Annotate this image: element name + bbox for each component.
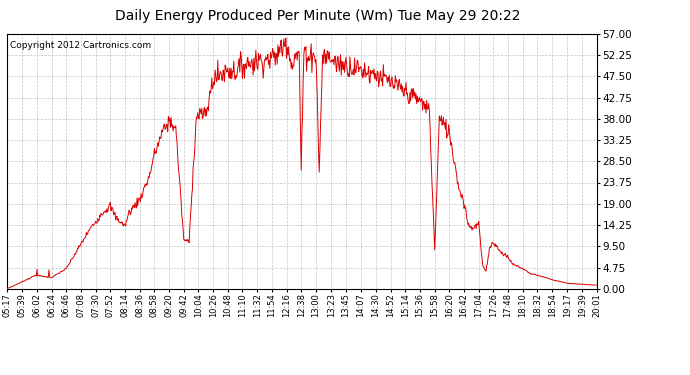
Text: Copyright 2012 Cartronics.com: Copyright 2012 Cartronics.com <box>10 41 151 50</box>
Text: Daily Energy Produced Per Minute (Wm) Tue May 29 20:22: Daily Energy Produced Per Minute (Wm) Tu… <box>115 9 520 23</box>
